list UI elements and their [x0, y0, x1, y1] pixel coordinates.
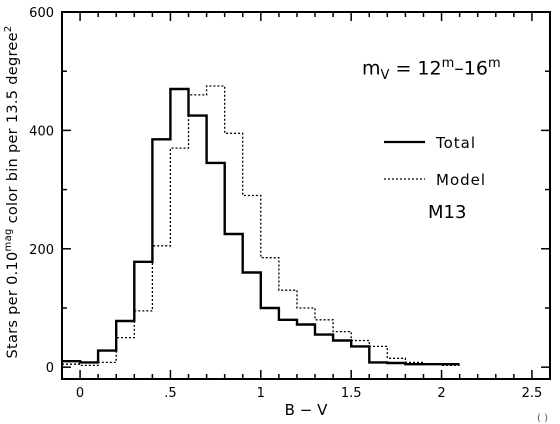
- y-axis-label: Stars per 0.10mag color bin per 13.5 deg…: [3, 25, 21, 359]
- y-tick-label: 0: [46, 361, 54, 376]
- x-tick-label: 2: [437, 386, 445, 401]
- series-layer: [62, 85, 460, 367]
- axis-ticks: [62, 11, 551, 379]
- legend-label-total: Total: [435, 134, 476, 152]
- cluster-label: M13: [428, 202, 467, 223]
- x-axis-label: B − V: [285, 401, 328, 419]
- x-tick-label: .5: [164, 386, 176, 401]
- series-total-line: [62, 87, 460, 366]
- magnitude-range-label: mV = 12m–16m: [362, 56, 501, 84]
- y-tick-label: 400: [29, 124, 54, 139]
- y-tick-label: 200: [29, 243, 54, 258]
- x-tick-label: 2.5: [522, 386, 543, 401]
- x-tick-label: 1.5: [341, 386, 362, 401]
- axis-tick-labels: 0 .5 1 1.5 2 2.5 0 200 400 600: [29, 6, 542, 401]
- x-tick-label: 0: [76, 386, 84, 401]
- series-model-line: [62, 85, 460, 367]
- legend-label-model: Model: [436, 171, 486, 189]
- corner-mark: ( ): [537, 413, 548, 424]
- x-tick-label: 1: [257, 386, 265, 401]
- legend: Total Model: [384, 134, 486, 189]
- y-tick-label: 600: [29, 6, 54, 21]
- plot-frame: [61, 11, 551, 380]
